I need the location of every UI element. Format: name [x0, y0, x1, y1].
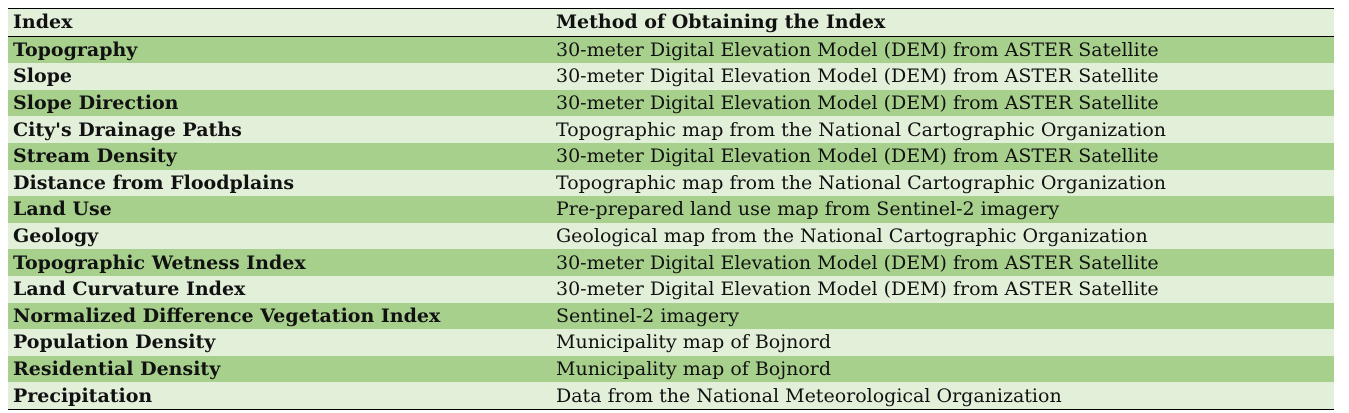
- table-row: Slope 30-meter Digital Elevation Model (D…: [8, 63, 1334, 90]
- table-body: Topography 30-meter Digital Elevation Mod…: [8, 36, 1334, 409]
- table-row: Land Curvature Index 30-meter Digital Ele…: [8, 275, 1334, 303]
- method-cell: Municipality map of Bojnord: [551, 329, 1334, 356]
- method-cell: 30-meter Digital Elevation Model (DEM) f…: [551, 249, 1334, 276]
- index-name-cell: Topography: [8, 36, 551, 64]
- header-method: Method of Obtaining the Index: [551, 9, 1334, 37]
- index-name-cell: Residential Density: [8, 355, 551, 383]
- index-name-cell: Geology: [8, 222, 551, 250]
- table-header: Index Method of Obtaining the Index: [8, 9, 1334, 37]
- method-cell: 30-meter Digital Elevation Model (DEM) f…: [551, 275, 1334, 303]
- table-row: City's Drainage Paths Topographic map fro…: [8, 116, 1334, 143]
- index-name-cell: Land Curvature Index: [8, 275, 551, 303]
- method-cell: 30-meter Digital Elevation Model (DEM) f…: [551, 142, 1334, 170]
- method-cell: Municipality map of Bojnord: [551, 355, 1334, 383]
- table-row: Topographic Wetness Index 30-meter Digita…: [8, 249, 1334, 276]
- method-cell: Sentinel-2 imagery: [551, 302, 1334, 330]
- index-name-cell: Precipitation: [8, 382, 551, 409]
- table-row: Slope Direction 30-meter Digital Elevatio…: [8, 89, 1334, 117]
- table-row: Geology Geological map from the National …: [8, 222, 1334, 250]
- table-row: Topography 30-meter Digital Elevation Mod…: [8, 36, 1334, 64]
- index-name-cell: City's Drainage Paths: [8, 116, 551, 143]
- method-cell: Topographic map from the National Cartog…: [551, 116, 1334, 143]
- method-cell: Geological map from the National Cartogr…: [551, 222, 1334, 250]
- index-methods-table: Index Method of Obtaining the Index Topo…: [8, 9, 1334, 409]
- method-cell: Pre-prepared land use map from Sentinel-…: [551, 196, 1334, 223]
- index-name-cell: Topographic Wetness Index: [8, 249, 551, 276]
- index-name-cell: Slope Direction: [8, 89, 551, 117]
- table-row: Land Use Pre-prepared land use map from S…: [8, 196, 1334, 223]
- method-cell: 30-meter Digital Elevation Model (DEM) f…: [551, 89, 1334, 117]
- index-name-cell: Slope: [8, 63, 551, 90]
- index-name-cell: Distance from Floodplains: [8, 169, 551, 197]
- index-name-cell: Land Use: [8, 196, 551, 223]
- index-table-container: Index Method of Obtaining the Index Topo…: [8, 8, 1334, 410]
- method-cell: 30-meter Digital Elevation Model (DEM) f…: [551, 36, 1334, 64]
- method-cell: Data from the National Meteorological Or…: [551, 382, 1334, 409]
- method-cell: 30-meter Digital Elevation Model (DEM) f…: [551, 63, 1334, 90]
- index-name-cell: Normalized Difference Vegetation Index: [8, 302, 551, 330]
- table-row: Precipitation Data from the National Mete…: [8, 382, 1334, 409]
- index-name-cell: Population Density: [8, 329, 551, 356]
- table-row: Population Density Municipality map of Bo…: [8, 329, 1334, 356]
- index-name-cell: Stream Density: [8, 142, 551, 170]
- method-cell: Topographic map from the National Cartog…: [551, 169, 1334, 197]
- table-row: Residential Density Municipality map of B…: [8, 355, 1334, 383]
- table-row: Stream Density 30-meter Digital Elevation…: [8, 142, 1334, 170]
- header-row: Index Method of Obtaining the Index: [8, 9, 1334, 37]
- table-row: Distance from Floodplains Topographic map…: [8, 169, 1334, 197]
- table-row: Normalized Difference Vegetation Index Se…: [8, 302, 1334, 330]
- header-index: Index: [8, 9, 551, 37]
